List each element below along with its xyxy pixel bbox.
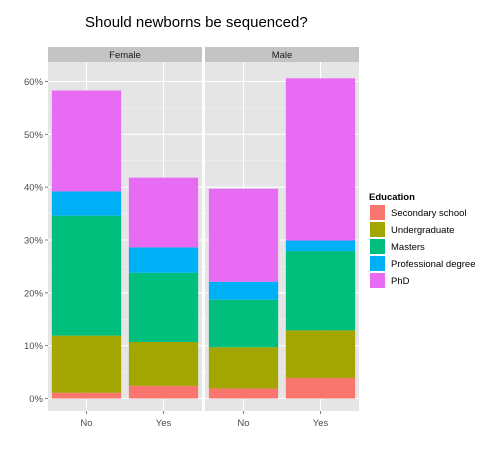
bar-segment-female-no-phd bbox=[51, 90, 122, 192]
y-tick-label: 10% bbox=[24, 341, 44, 352]
bar-segment-female-yes-professional-degree bbox=[128, 247, 199, 273]
chart-title: Should newborns be sequenced? bbox=[85, 14, 308, 31]
bar-segment-male-yes-secondary-school bbox=[285, 377, 356, 399]
legend-label: Undergraduate bbox=[391, 225, 454, 236]
facet-strip bbox=[48, 47, 202, 62]
y-tick-label: 40% bbox=[24, 183, 44, 194]
legend: Education Secondary school Undergraduate M… bbox=[369, 192, 476, 289]
bar-segment-male-yes-professional-degree bbox=[285, 240, 356, 252]
x-tick-label: No bbox=[80, 418, 92, 429]
bar-segment-female-yes-undergraduate bbox=[128, 341, 199, 386]
bar-segment-female-no-secondary-school bbox=[51, 392, 122, 399]
y-tick-label: 60% bbox=[24, 77, 44, 88]
bar-segment-male-no-professional-degree bbox=[208, 281, 279, 300]
y-tick-label: 30% bbox=[24, 236, 44, 247]
bar-segment-male-yes-undergraduate bbox=[285, 330, 356, 378]
y-tick-label: 50% bbox=[24, 130, 44, 141]
x-tick-label: Yes bbox=[156, 418, 172, 429]
bar-segment-female-no-professional-degree bbox=[51, 191, 122, 216]
facet-panel-male: Male No Yes bbox=[205, 47, 359, 429]
facet-strip bbox=[205, 47, 359, 62]
bar-segment-female-yes-secondary-school bbox=[128, 385, 199, 399]
x-tick-label: No bbox=[237, 418, 249, 429]
facet-strip-label: Female bbox=[109, 50, 141, 61]
y-tick-label: 0% bbox=[29, 394, 43, 405]
bar-segment-male-no-secondary-school bbox=[208, 388, 279, 399]
facet-strip-label: Male bbox=[272, 50, 293, 61]
bar-segment-male-no-masters bbox=[208, 299, 279, 348]
bar-segment-male-yes-phd bbox=[285, 78, 356, 241]
bar-segment-female-yes-masters bbox=[128, 272, 199, 342]
bar-segment-male-no-phd bbox=[208, 188, 279, 282]
y-tick-label: 20% bbox=[24, 288, 44, 299]
bar-segment-female-no-undergraduate bbox=[51, 335, 122, 393]
legend-swatch-undergraduate bbox=[369, 221, 386, 238]
legend-swatch-secondary-school bbox=[369, 204, 386, 221]
x-tick-label: Yes bbox=[313, 418, 329, 429]
legend-label: Secondary school bbox=[391, 208, 467, 219]
legend-swatch-phd bbox=[369, 272, 386, 289]
legend-label: PhD bbox=[391, 276, 410, 287]
legend-label: Masters bbox=[391, 242, 425, 253]
legend-swatch-professional-degree bbox=[369, 255, 386, 272]
facet-panels: Female No Yes Male No Yes 0% 10% 20% 30% 40% 50% 60% bbox=[24, 47, 359, 429]
bar-segment-male-no-undergraduate bbox=[208, 347, 279, 389]
legend-label: Professional degree bbox=[391, 259, 476, 270]
bar-segment-male-yes-masters bbox=[285, 251, 356, 331]
y-axis: 0% 10% 20% 30% 40% 50% 60% bbox=[24, 77, 48, 405]
legend-swatch-masters bbox=[369, 238, 386, 255]
legend-title: Education bbox=[369, 192, 415, 203]
facet-panel-female: Female No Yes bbox=[48, 47, 202, 429]
bar-segment-female-yes-phd bbox=[128, 177, 199, 248]
bar-segment-female-no-masters bbox=[51, 215, 122, 336]
